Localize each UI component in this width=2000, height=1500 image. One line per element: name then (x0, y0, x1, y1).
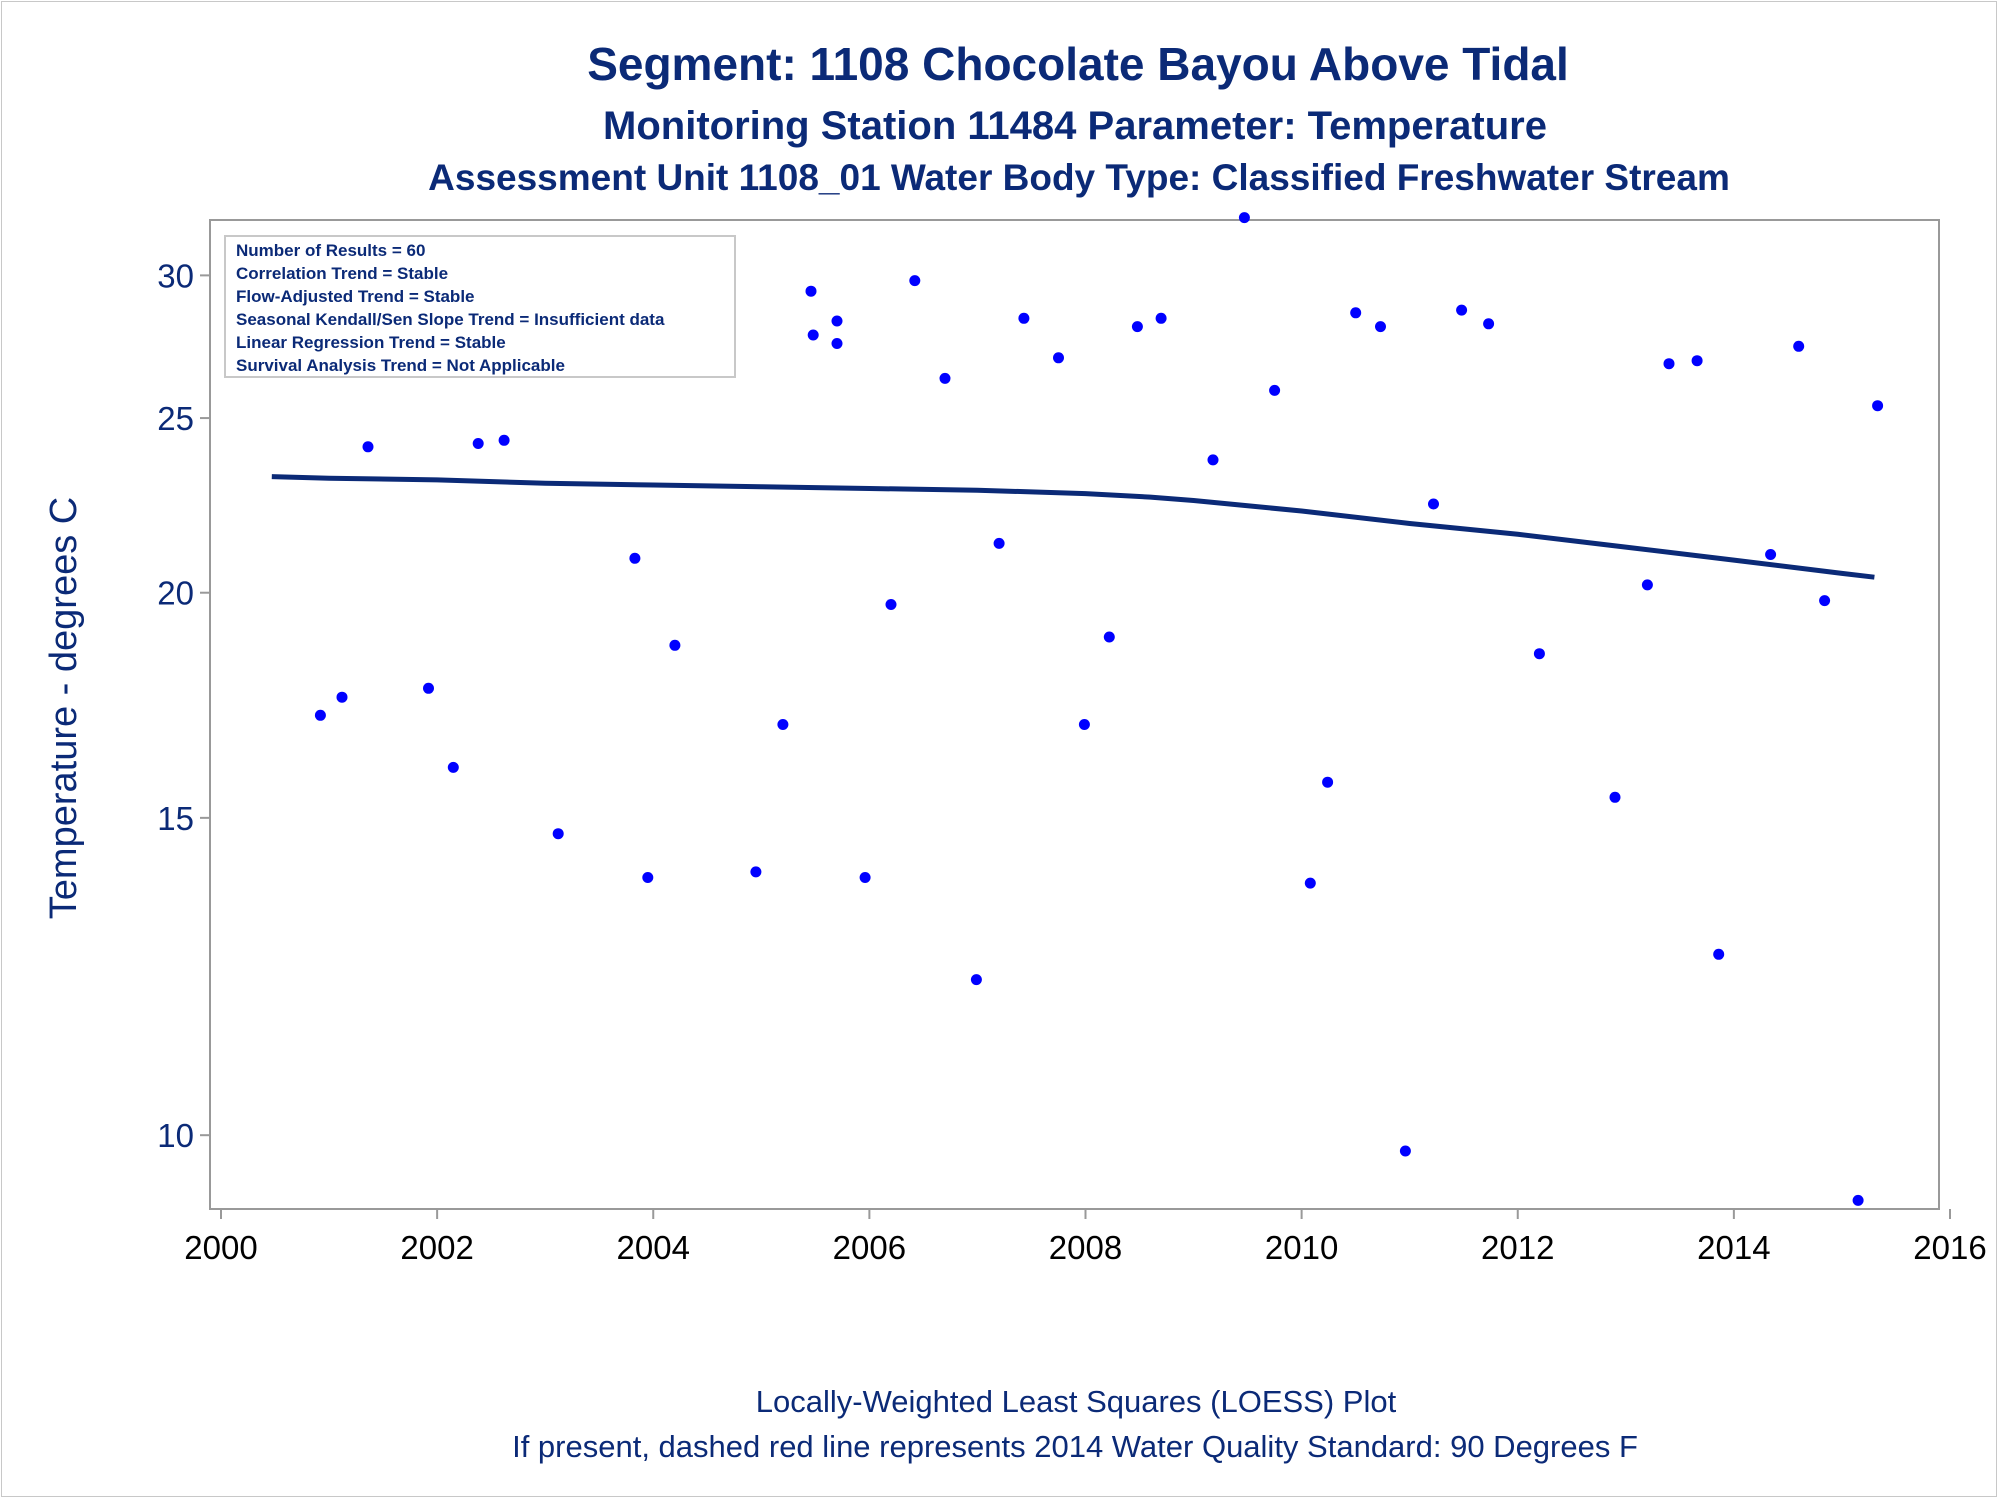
stats-box-border (224, 235, 736, 378)
data-point (1131, 321, 1143, 333)
data-point (314, 709, 326, 721)
data-point (1103, 631, 1115, 643)
data-point (552, 828, 564, 840)
data-point (1053, 352, 1064, 364)
data-point (750, 866, 762, 878)
chart-title: Segment: 1108 Chocolate Bayou Above Tida… (587, 38, 1569, 90)
data-point (1663, 358, 1675, 370)
y-tick-label: 30 (157, 257, 194, 294)
stats-box: Number of Results = 60 Correlation Trend… (224, 235, 736, 378)
y-axis-label: Temperature - degrees C (43, 497, 85, 919)
data-point (1207, 454, 1219, 466)
stat-flow-adjusted-trend: Flow-Adjusted Trend = Stable (236, 287, 475, 306)
data-point (909, 275, 921, 287)
x-tick-label: 2014 (1697, 1229, 1770, 1266)
x-tick-label: 2012 (1481, 1229, 1554, 1266)
data-point (1155, 312, 1167, 324)
data-point (1375, 321, 1386, 333)
data-point (859, 872, 871, 883)
data-point (447, 761, 459, 773)
x-tick-label: 2008 (1049, 1229, 1122, 1266)
footnote-loess: Locally-Weighted Least Squares (LOESS) P… (756, 1384, 1397, 1419)
data-point (1641, 579, 1653, 591)
data-point (498, 434, 510, 446)
data-point (1399, 1145, 1411, 1157)
data-point (1322, 776, 1334, 788)
data-point (831, 338, 843, 349)
x-tick-label: 2000 (184, 1229, 257, 1266)
data-point (336, 691, 348, 703)
data-point (885, 599, 897, 610)
data-point (939, 372, 951, 384)
x-tick-label: 2004 (617, 1229, 690, 1266)
y-tick-label: 10 (157, 1117, 194, 1154)
data-point (805, 285, 817, 297)
data-point (1533, 648, 1545, 660)
data-point (362, 441, 374, 453)
data-point (1456, 304, 1468, 316)
stat-number-of-results: Number of Results = 60 (236, 241, 425, 260)
x-tick-label: 2016 (1913, 1229, 1986, 1266)
x-axis: 2000 2002 2004 2006 2008 2010 2012 2014 2016 (184, 1209, 1987, 1266)
data-point (831, 315, 843, 327)
plot-area (209, 219, 1940, 1210)
x-tick-label: 2010 (1265, 1229, 1338, 1266)
y-tick-label: 25 (157, 400, 194, 437)
data-point (970, 974, 982, 986)
x-tick-label: 2006 (833, 1229, 906, 1266)
data-point (1793, 340, 1805, 352)
data-point (1609, 791, 1621, 803)
footnote-standard: If present, dashed red line represents 2… (512, 1429, 1638, 1464)
data-point (1691, 355, 1703, 367)
data-point (1852, 1194, 1864, 1206)
loess-line (271, 474, 1875, 580)
data-point (1428, 498, 1439, 510)
data-point (807, 329, 819, 341)
data-point (1819, 595, 1831, 607)
data-point (1713, 948, 1725, 960)
stat-seasonal-kendall-trend: Seasonal Kendall/Sen Slope Trend = Insuf… (236, 310, 665, 329)
data-point (642, 872, 654, 883)
stat-correlation-trend: Correlation Trend = Stable (236, 264, 448, 283)
data-point (1350, 307, 1362, 319)
data-point (1765, 549, 1777, 560)
data-point (993, 537, 1005, 549)
data-point (1872, 400, 1884, 412)
chart-subtitle: Monitoring Station 11484 Parameter: Temp… (603, 104, 1547, 148)
stat-linear-regression-trend: Linear Regression Trend = Stable (236, 333, 506, 352)
data-point (472, 438, 484, 449)
data-point (423, 682, 434, 694)
data-point (669, 639, 681, 651)
data-point (1078, 719, 1090, 730)
y-tick-label: 15 (157, 800, 194, 837)
data-point (1269, 384, 1281, 396)
chart-subtitle-2: Assessment Unit 1108_01 Water Body Type:… (428, 157, 1730, 198)
stat-survival-analysis-trend: Survival Analysis Trend = Not Applicable (236, 356, 565, 375)
data-point (1483, 318, 1495, 330)
x-tick-label: 2002 (400, 1229, 473, 1266)
data-point (629, 552, 641, 564)
data-point (1238, 212, 1250, 224)
y-axis: 10 15 20 25 30 (157, 257, 210, 1154)
data-point (1018, 312, 1030, 324)
data-point (1304, 877, 1316, 889)
data-point (777, 719, 789, 730)
y-tick-label: 20 (157, 575, 194, 612)
